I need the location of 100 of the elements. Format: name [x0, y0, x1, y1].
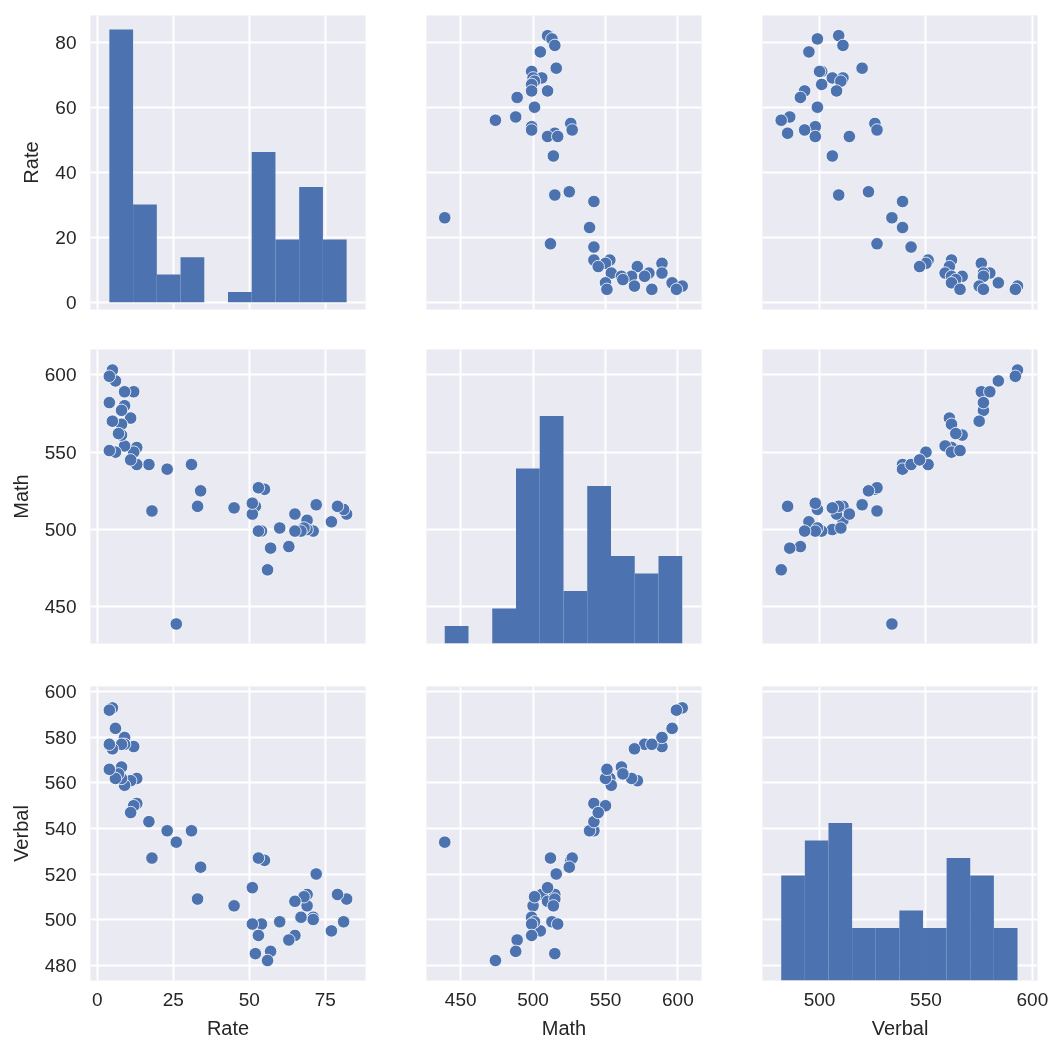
point: [774, 113, 788, 127]
point: [976, 395, 991, 410]
point: [169, 617, 183, 631]
point: [509, 110, 523, 124]
point: [855, 498, 869, 512]
point: [330, 499, 345, 513]
x-tick-label: 25: [162, 988, 184, 1010]
point: [193, 860, 208, 874]
y-tick-label: 580: [44, 726, 77, 748]
point: [309, 867, 323, 881]
x-tick-label: 75: [314, 988, 336, 1010]
point: [793, 539, 808, 554]
y-tick-label: 540: [44, 817, 77, 839]
point: [861, 185, 876, 199]
point: [324, 924, 339, 938]
y-tick-label: 600: [44, 364, 77, 386]
point: [543, 851, 558, 865]
point: [273, 521, 287, 535]
point: [309, 498, 323, 512]
point: [832, 188, 846, 202]
point: [160, 824, 174, 838]
point: [509, 944, 523, 959]
point: [102, 737, 117, 751]
point: [895, 220, 910, 235]
point: [184, 824, 199, 838]
point: [282, 539, 296, 554]
point: [783, 541, 797, 555]
point: [184, 457, 199, 472]
point: [810, 32, 825, 46]
point: [294, 910, 308, 924]
point: [616, 272, 630, 287]
point: [972, 414, 986, 428]
point: [546, 899, 561, 913]
point: [645, 282, 659, 296]
point: [976, 282, 991, 296]
point: [540, 84, 555, 98]
y-tick-label: 500: [44, 519, 77, 541]
y-tick-label: 480: [44, 954, 77, 976]
point: [245, 917, 259, 931]
point: [991, 276, 1005, 290]
x-tick-label: 450: [444, 988, 477, 1010]
point: [124, 805, 138, 820]
point: [949, 426, 963, 441]
point: [842, 129, 856, 144]
point: [288, 507, 302, 521]
point: [193, 484, 208, 498]
point: [260, 953, 275, 968]
point: [616, 767, 630, 781]
x-tick-label: 50: [238, 988, 260, 1010]
point: [655, 266, 669, 280]
y-tick-label: 60: [55, 96, 77, 118]
point: [834, 521, 848, 535]
point: [627, 279, 642, 293]
x-axis-title: Math: [541, 1016, 587, 1039]
point: [548, 947, 562, 961]
point: [548, 188, 562, 202]
point: [587, 240, 601, 254]
point: [142, 457, 156, 472]
point: [540, 881, 555, 895]
point: [488, 953, 503, 968]
point: [983, 385, 997, 399]
point: [991, 374, 1005, 388]
point: [551, 917, 565, 931]
x-axis-title: Rate: [206, 1016, 250, 1039]
point: [251, 928, 266, 943]
point: [438, 211, 452, 225]
point: [953, 282, 967, 296]
x-tick-label: 550: [910, 988, 942, 1010]
x-tick-label: 600: [1016, 988, 1049, 1010]
point: [510, 90, 524, 105]
point: [124, 453, 138, 467]
point: [549, 61, 563, 75]
x-tick-label: 550: [589, 988, 622, 1010]
point: [645, 737, 659, 751]
point: [825, 501, 839, 515]
point: [190, 499, 205, 513]
y-axis-title: Math: [9, 474, 32, 519]
point: [245, 881, 259, 895]
point: [108, 771, 123, 786]
point: [114, 403, 129, 417]
point: [669, 282, 684, 296]
point: [808, 496, 822, 510]
x-tick-label: 500: [517, 988, 549, 1010]
point: [793, 90, 808, 105]
y-tick-label: 20: [55, 226, 77, 248]
x-tick-label: 600: [662, 988, 694, 1010]
y-axis-title: Rate: [20, 141, 43, 184]
point: [533, 45, 547, 59]
point: [885, 617, 899, 631]
point: [591, 805, 605, 820]
x-axis-title: Verbal: [871, 1016, 929, 1039]
point: [108, 721, 123, 736]
point: [282, 933, 296, 947]
point: [895, 194, 910, 209]
point: [953, 443, 967, 458]
point: [582, 220, 597, 235]
point: [330, 887, 345, 902]
point: [870, 237, 884, 251]
point: [488, 113, 503, 127]
point: [324, 515, 339, 529]
